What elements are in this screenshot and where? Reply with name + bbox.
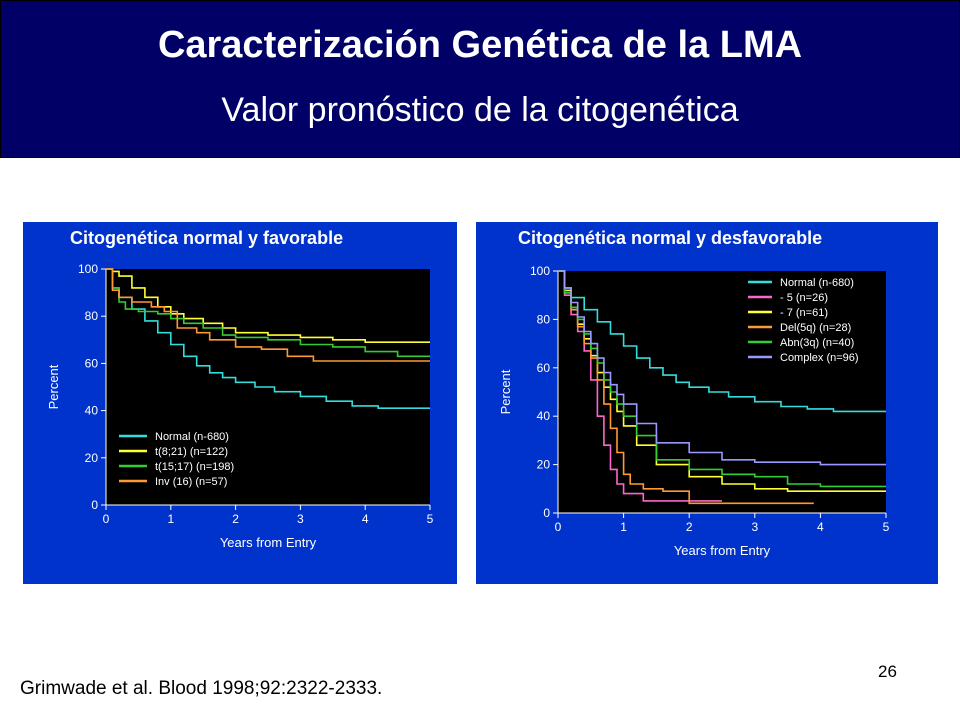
legend-label: - 7 (n=61)	[780, 307, 828, 319]
y-tick-label: 100	[530, 264, 550, 278]
x-tick-label: 0	[555, 520, 562, 534]
y-tick-label: 80	[85, 309, 99, 323]
x-tick-label: 2	[232, 512, 239, 526]
legend-label: - 5 (n=26)	[780, 292, 828, 304]
series-line	[106, 268, 430, 362]
survival-chart-favorable: 0 20 40 60 80 100 0 1 2 3 4 5 Years from Entry Percen…	[46, 262, 434, 550]
series-line	[558, 270, 722, 502]
y-tick-label: 80	[537, 312, 551, 326]
chart-panel-left: Citogenética normal y favorable 0 20 40 60 8…	[23, 222, 457, 584]
series-line	[106, 268, 430, 358]
x-tick-label: 2	[686, 520, 693, 534]
series-line	[558, 270, 886, 413]
x-tick-label: 5	[883, 520, 890, 534]
legend-label: Normal (n-680)	[780, 277, 854, 289]
y-axis-label: Percent	[46, 364, 61, 409]
legend-label: Del(5q) (n=28)	[780, 322, 851, 334]
citation: Grimwade et al. Blood 1998;92:2322-2333.	[20, 678, 383, 699]
chart-panel-title: Citogenética normal y desfavorable	[518, 228, 823, 248]
legend-label: Complex (n=96)	[780, 352, 859, 364]
survival-chart-unfavorable: 0 20 40 60 80 100 0 1 2 3 4 5 Years from Entry Percen…	[498, 264, 890, 558]
series-line	[106, 268, 430, 343]
y-tick-label: 0	[91, 498, 98, 512]
series-line	[558, 270, 886, 488]
legend-label: t(15;17) (n=198)	[155, 461, 234, 473]
x-tick-label: 5	[427, 512, 434, 526]
x-axis-label: Years from Entry	[674, 543, 771, 558]
y-tick-label: 20	[85, 451, 99, 465]
y-axis-label: Percent	[498, 369, 513, 414]
x-tick-label: 3	[297, 512, 304, 526]
y-tick-label: 40	[537, 409, 551, 423]
legend-label: Inv (16) (n=57)	[155, 476, 227, 488]
x-tick-label: 1	[167, 512, 174, 526]
chart-panel-right: Citogenética normal y desfavorable 0 20 40…	[476, 222, 938, 584]
x-tick-label: 3	[751, 520, 758, 534]
x-tick-label: 4	[817, 520, 824, 534]
chart-panel-title: Citogenética normal y favorable	[70, 228, 344, 248]
x-axis-label: Years from Entry	[220, 535, 317, 550]
y-tick-label: 100	[78, 262, 98, 276]
title-banner	[0, 0, 960, 158]
x-tick-label: 0	[103, 512, 110, 526]
page-number: 26	[878, 662, 897, 681]
y-tick-label: 40	[85, 404, 99, 418]
y-tick-label: 60	[537, 361, 551, 375]
legend-label: Normal (n-680)	[155, 431, 229, 443]
slide-title: Caracterización Genética de la LMA	[157, 24, 803, 66]
x-tick-label: 1	[620, 520, 627, 534]
slide-subtitle: Valor pronóstico de la citogenética	[221, 91, 739, 129]
x-tick-label: 4	[362, 512, 369, 526]
y-tick-label: 0	[543, 506, 550, 520]
y-tick-label: 60	[85, 356, 99, 370]
y-tick-label: 20	[537, 458, 551, 472]
legend-label: t(8;21) (n=122)	[155, 446, 228, 458]
legend-label: Abn(3q) (n=40)	[780, 337, 854, 349]
series-line	[558, 270, 886, 466]
